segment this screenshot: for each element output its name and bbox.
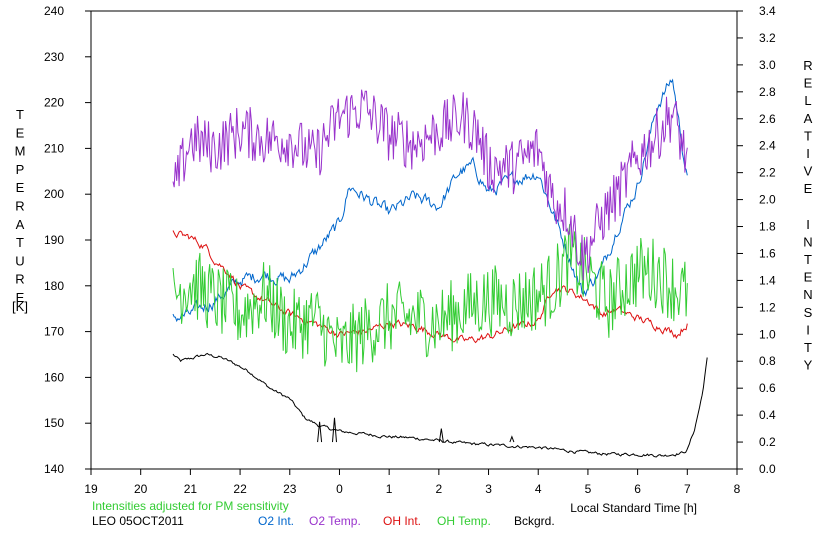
right-tick-label: 0.8	[759, 354, 776, 368]
x-tick-label: 2	[436, 482, 443, 496]
background-spike	[331, 417, 337, 443]
right-axis-title-letter: S	[804, 305, 813, 320]
series-line-bckgrd	[172, 352, 708, 458]
left-tick-label: 220	[44, 96, 64, 110]
right-tick-label: 0.0	[759, 462, 776, 476]
legend-item: O2 Temp.	[309, 514, 361, 528]
x-tick-label: 3	[485, 482, 492, 496]
legend-item: OH Int.	[383, 514, 421, 528]
x-axis: 19 20 21 22 23 0 1 2 3 4 5 6 7 8	[84, 469, 741, 496]
right-axis-title-letter: A	[804, 111, 813, 126]
right-axis-title-letter: T	[804, 252, 812, 267]
right-y-axis: 0.0 0.2 0.4 0.6 0.8 1.0 1.2 1.4 1.6 1.8 2.0 2.2 2.4 2…	[737, 4, 776, 476]
left-tick-label: 200	[44, 187, 64, 201]
left-axis-title-letter: M	[15, 144, 26, 159]
legend-item: O2 Int.	[258, 514, 294, 528]
right-axis-title-letter: T	[804, 128, 812, 143]
right-axis-title-letter: R	[803, 58, 812, 73]
x-tick-label: 6	[634, 482, 641, 496]
left-axis-title-letter: A	[16, 217, 25, 232]
right-axis-title-letter: Y	[804, 358, 813, 373]
right-axis-title-letter: E	[804, 76, 813, 91]
x-tick-label: 0	[336, 482, 343, 496]
left-axis-title-letter: R	[15, 272, 24, 287]
left-tick-label: 230	[44, 50, 64, 64]
right-tick-label: 2.8	[759, 85, 776, 99]
left-tick-label: 240	[44, 4, 64, 18]
background-spike	[509, 435, 515, 443]
left-tick-label: 210	[44, 141, 64, 155]
plot-frame	[90, 10, 738, 470]
left-tick-label: 170	[44, 325, 64, 339]
x-tick-label: 5	[585, 482, 592, 496]
x-tick-label: 4	[535, 482, 542, 496]
left-tick-label: 160	[44, 370, 64, 384]
right-tick-label: 0.2	[759, 435, 776, 449]
left-axis-title-letter: E	[16, 180, 25, 195]
x-tick-label: 7	[684, 482, 691, 496]
right-tick-label: 1.8	[759, 220, 776, 234]
right-tick-label: 0.4	[759, 408, 776, 422]
x-tick-label: 8	[734, 482, 741, 496]
right-tick-label: 2.0	[759, 193, 776, 207]
left-tick-label: 180	[44, 279, 64, 293]
left-axis-title-letter: E	[16, 125, 25, 140]
series-line-o2-temp	[172, 89, 688, 281]
right-tick-label: 3.0	[759, 58, 776, 72]
right-axis-title-letter: L	[804, 93, 811, 108]
right-tick-label: 2.6	[759, 112, 776, 126]
x-axis-title: Local Standard Time [h]	[570, 501, 697, 515]
legend-item: OH Temp.	[437, 514, 491, 528]
left-tick-label: 140	[44, 462, 64, 476]
pm-sensitivity-note: Intensities adjusted for PM sensitivity	[92, 499, 289, 513]
right-axis-title-letter: E	[804, 181, 813, 196]
x-tick-label: 1	[386, 482, 393, 496]
series-line-oh-int	[172, 230, 688, 344]
left-axis-title-letter: T	[16, 107, 24, 122]
right-axis-title-letter: I	[806, 217, 810, 232]
series-line-oh-temp	[172, 223, 688, 373]
right-tick-label: 3.2	[759, 31, 776, 45]
x-tick-label: 23	[283, 482, 297, 496]
right-axis-title-letter: I	[806, 322, 810, 337]
x-tick-label: 22	[233, 482, 247, 496]
background-spike	[317, 421, 323, 443]
x-tick-label: 21	[184, 482, 198, 496]
left-y-axis: 140 150 160 170 180 190 200 210 220 230 240	[44, 4, 91, 476]
right-axis-title-letter: E	[804, 270, 813, 285]
right-tick-label: 1.4	[759, 273, 776, 287]
x-tick-label: 19	[84, 482, 98, 496]
right-axis-title-letter: T	[804, 340, 812, 355]
right-tick-label: 3.4	[759, 4, 776, 18]
left-axis-title-letter: U	[15, 253, 24, 268]
right-tick-label: 1.0	[759, 327, 776, 341]
right-axis-title-letter: I	[806, 146, 810, 161]
right-tick-label: 0.6	[759, 381, 776, 395]
left-axis-title-letter: P	[16, 162, 25, 177]
station-date-label: LEO 05OCT2011	[92, 514, 184, 528]
right-tick-label: 2.2	[759, 166, 776, 180]
right-axis-title-letter: V	[804, 164, 813, 179]
left-tick-label: 190	[44, 233, 64, 247]
left-axis-unit: [K]	[12, 299, 28, 314]
background-spike	[438, 428, 444, 443]
legend-item: Bckgrd.	[514, 514, 555, 528]
legend: O2 Int. O2 Temp. OH Int. OH Temp. Bckgrd.	[258, 514, 555, 528]
right-tick-label: 2.4	[759, 139, 776, 153]
left-axis-title-letter: E	[16, 290, 25, 305]
x-tick-label: 20	[134, 482, 148, 496]
left-axis-title-letter: R	[15, 199, 24, 214]
right-axis-title-letter: N	[803, 234, 812, 249]
series-lines	[172, 78, 708, 458]
left-axis-title-letter: T	[16, 235, 24, 250]
left-tick-label: 150	[44, 416, 64, 430]
right-tick-label: 1.6	[759, 246, 776, 260]
right-axis-title-letter: N	[803, 287, 812, 302]
right-tick-label: 1.2	[759, 300, 776, 314]
